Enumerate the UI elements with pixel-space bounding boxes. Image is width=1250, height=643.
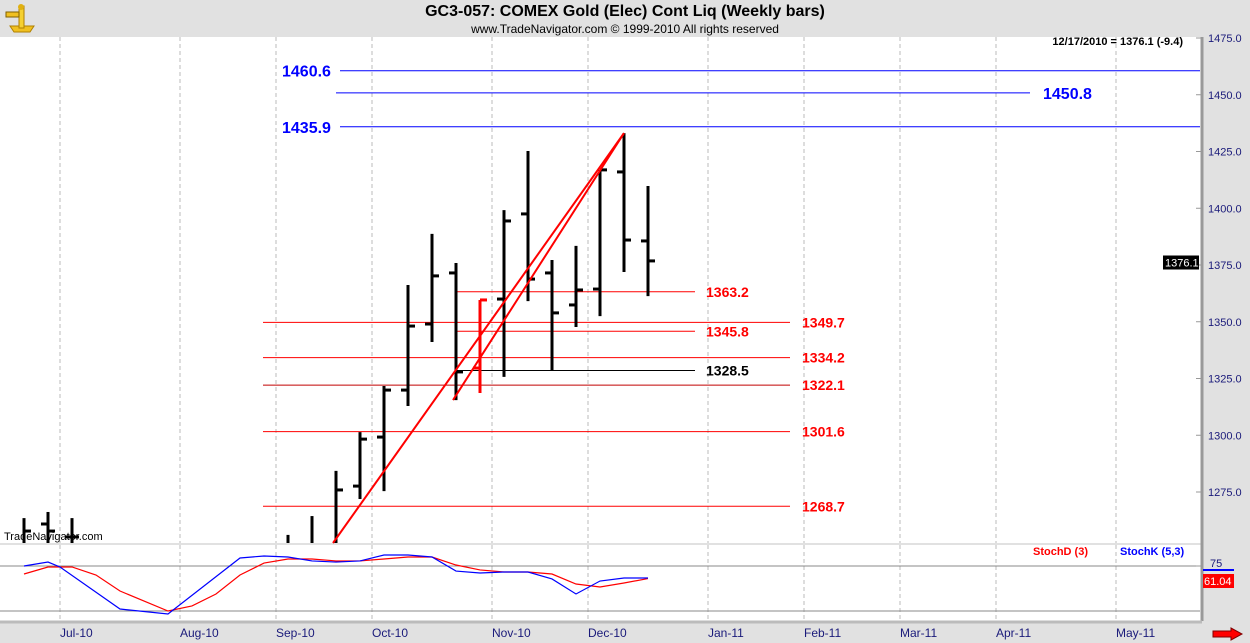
month-tick-label: Oct-10 bbox=[372, 626, 408, 640]
copyright-subtitle: www.TradeNavigator.com © 1999-2010 All r… bbox=[471, 22, 779, 36]
level-label: 1301.6 bbox=[802, 424, 845, 440]
level-label: 1328.5 bbox=[706, 363, 749, 379]
level-label: 1345.8 bbox=[706, 323, 749, 339]
level-label: 1435.9 bbox=[282, 120, 331, 137]
price-tick-label: 1400.0 bbox=[1208, 203, 1242, 215]
stochd-value-marker bbox=[1203, 574, 1234, 588]
watermark-text: TradeNavigator.com bbox=[4, 531, 103, 543]
price-tick-label: 1350.0 bbox=[1208, 317, 1242, 329]
stoch-line-stochk bbox=[23, 554, 648, 615]
month-tick-label: Mar-11 bbox=[900, 626, 937, 640]
stochd-value-label: 61.04 bbox=[1204, 576, 1232, 588]
last-price-label: 1376.1 bbox=[1165, 258, 1199, 270]
sextant-logo-icon bbox=[5, 4, 35, 33]
stochk-legend: StochK (5,3) bbox=[1120, 546, 1185, 558]
level-label: 1460.6 bbox=[282, 64, 331, 81]
stochd-legend: StochD (3) bbox=[1033, 546, 1088, 558]
month-tick-label: Jul-10 bbox=[60, 626, 93, 640]
month-tick-label: Dec-10 bbox=[588, 626, 627, 640]
month-tick-label: Apr-11 bbox=[996, 626, 1031, 640]
month-tick-label: Jan-11 bbox=[708, 626, 744, 640]
last-quote-readout: 12/17/2010 = 1376.1 (-9.4) bbox=[1052, 36, 1183, 48]
price-tick-label: 1275.0 bbox=[1208, 487, 1242, 499]
price-tick-label: 1475.0 bbox=[1208, 33, 1242, 45]
level-label: 1349.7 bbox=[802, 314, 845, 330]
level-label: 1334.2 bbox=[802, 350, 845, 366]
stoch-tick-label: 75 bbox=[1210, 558, 1222, 570]
price-tick-label: 1450.0 bbox=[1208, 90, 1242, 102]
level-label: 1322.1 bbox=[802, 377, 845, 393]
last-price-marker bbox=[1163, 255, 1199, 270]
price-tick-label: 1325.0 bbox=[1208, 374, 1242, 386]
price-tick-label: 1300.0 bbox=[1208, 430, 1242, 442]
month-tick-label: May-11 bbox=[1116, 626, 1155, 640]
level-label: 1268.7 bbox=[802, 498, 845, 514]
price-tick-label: 1375.0 bbox=[1208, 260, 1242, 272]
month-tick-label: Sep-10 bbox=[276, 626, 315, 640]
month-tick-label: Aug-10 bbox=[180, 626, 219, 640]
month-tick-label: Nov-10 bbox=[492, 626, 531, 640]
trendline bbox=[452, 132, 625, 401]
stoch-panel bbox=[0, 545, 1201, 621]
chart-header: GC3-057: COMEX Gold (Elec) Cont Liq (Wee… bbox=[0, 0, 1250, 37]
level-label: 1450.8 bbox=[1043, 86, 1092, 103]
price-tick-label: 1425.0 bbox=[1208, 147, 1242, 159]
level-label: 1363.2 bbox=[706, 284, 749, 300]
month-tick-label: Feb-11 bbox=[804, 626, 841, 640]
trendline bbox=[332, 132, 625, 544]
scroll-right-arrow-icon[interactable] bbox=[1212, 627, 1244, 641]
chart-title: GC3-057: COMEX Gold (Elec) Cont Liq (Wee… bbox=[425, 3, 825, 20]
